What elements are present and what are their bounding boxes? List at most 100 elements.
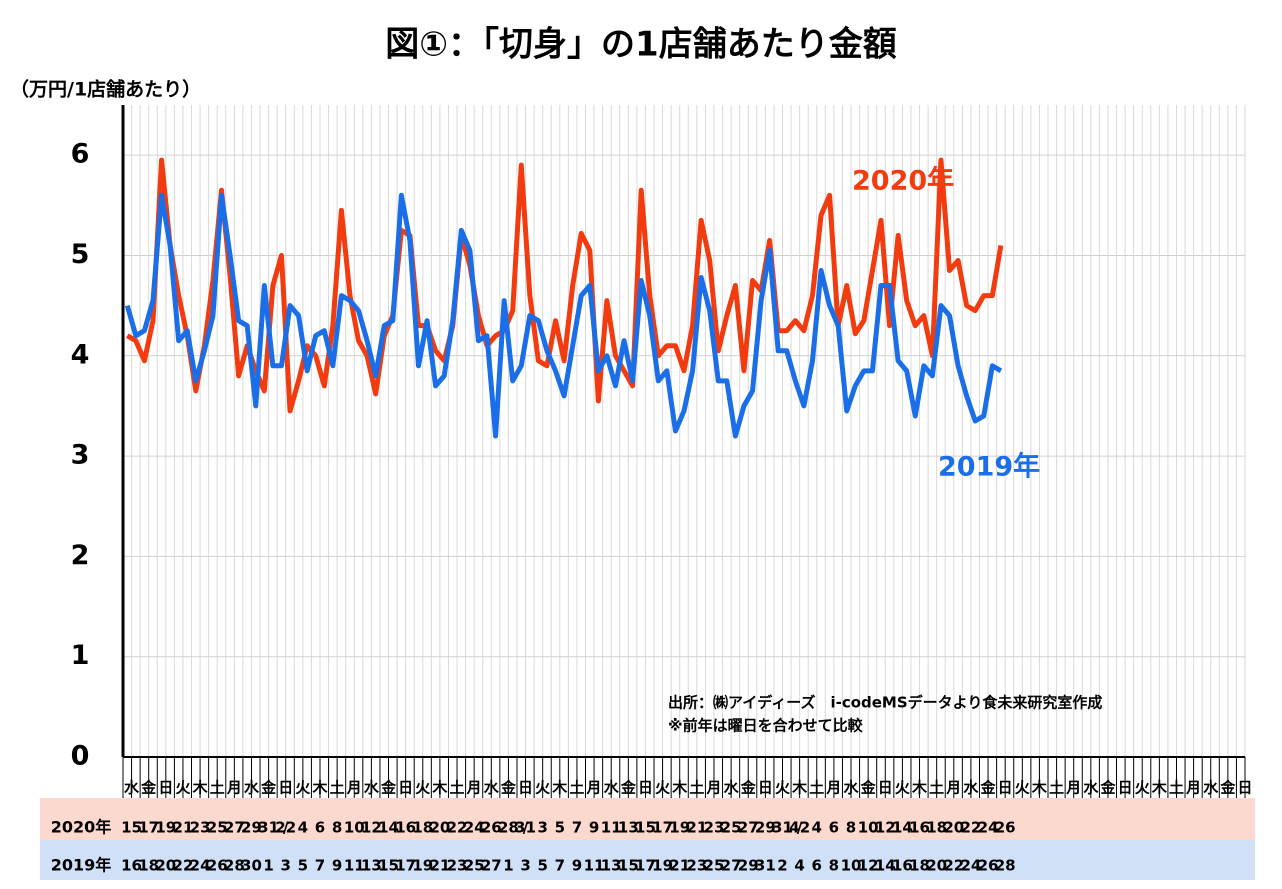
x-tick-label: 水 <box>724 779 740 797</box>
date-label: 26 <box>978 857 999 875</box>
date-label: 11 <box>344 857 365 875</box>
date-label: 13 <box>601 857 622 875</box>
date-label: 20 <box>926 857 947 875</box>
x-tick-label: 火 <box>655 779 671 797</box>
x-tick-label: 土 <box>1049 779 1064 797</box>
x-tick-label: 火 <box>415 779 431 797</box>
date-label: 1 <box>263 857 273 875</box>
date-label: 8 <box>332 819 342 837</box>
x-tick-label: 日 <box>398 779 413 797</box>
chart-title: 図①：「切身」の1店舗あたり金額 <box>385 25 896 65</box>
y-axis-label: （万円/1店舗あたり） <box>10 78 201 101</box>
x-tick-label: 日 <box>1118 779 1133 797</box>
background <box>40 105 1255 880</box>
x-tick-label: 火 <box>535 779 551 797</box>
date-label: 8 <box>846 819 856 837</box>
x-tick-label: 木 <box>671 779 688 797</box>
date-label: 20 <box>943 819 964 837</box>
date-label: 22 <box>447 819 468 837</box>
series-line <box>126 157 1004 414</box>
date-label: 19 <box>669 819 690 837</box>
date-label: 21 <box>686 819 707 837</box>
x-tick-label: 水 <box>963 779 979 797</box>
x-tick-label: 金 <box>1219 779 1236 797</box>
date-label: 7 <box>315 857 325 875</box>
date-label: 3 <box>520 857 530 875</box>
date-label: 8 <box>829 857 839 875</box>
date-label: 22 <box>943 857 964 875</box>
x-tick-label: 木 <box>311 779 328 797</box>
date-label: 18 <box>138 857 159 875</box>
date-label: 10 <box>344 819 365 837</box>
x-tick-label: 金 <box>980 779 997 797</box>
x-tick-label: 月 <box>346 779 362 797</box>
x-tick-label: 月 <box>945 779 961 797</box>
date-label: 31 <box>755 857 776 875</box>
x-tick-label: 木 <box>1031 779 1048 797</box>
date-label: 23 <box>686 857 707 875</box>
date-label: 4 <box>812 819 822 837</box>
date-label: 11 <box>584 857 605 875</box>
date-label: 19 <box>652 857 673 875</box>
date-label: 10 <box>841 857 862 875</box>
date-label: 12 <box>361 819 382 837</box>
date-label: 6 <box>829 819 839 837</box>
date-label: 7 <box>572 819 582 837</box>
x-tick-label: 金 <box>1099 779 1116 797</box>
x-tick-label: 木 <box>551 779 568 797</box>
x-tick-label: 日 <box>638 779 653 797</box>
source-note: 出所：㈱アイディーズ i-codeMSデータより食未来研究室作成 <box>668 694 1102 712</box>
x-tick-label: 水 <box>124 779 140 797</box>
date-label: 7 <box>555 857 565 875</box>
date-label: 26 <box>481 819 502 837</box>
date-label: 16 <box>395 819 416 837</box>
date-label: 3/1 <box>515 819 536 837</box>
date-label: 25 <box>704 857 725 875</box>
date-label: 5 <box>555 819 565 837</box>
date-label: 24 <box>190 857 211 875</box>
date-label: 18 <box>926 819 947 837</box>
date-label: 17 <box>652 819 673 837</box>
x-tick-label: 金 <box>500 779 517 797</box>
x-tick-label: 月 <box>825 779 841 797</box>
x-tick-label: 水 <box>1083 779 1099 797</box>
y-tick-label: 2 <box>71 540 90 571</box>
date-label: 11 <box>601 819 622 837</box>
x-tick-label: 水 <box>484 779 500 797</box>
date-label: 9 <box>572 857 582 875</box>
date-label: 16 <box>892 857 913 875</box>
x-tick-label: 水 <box>244 779 260 797</box>
series-label: 2019年 <box>938 451 1040 483</box>
series-label: 2020年 <box>852 165 954 197</box>
date-label: 10 <box>858 819 879 837</box>
x-tick-label: 水 <box>364 779 380 797</box>
date-label: 14 <box>875 857 896 875</box>
y-tick-label: 3 <box>71 440 90 471</box>
date-label: 15 <box>121 819 142 837</box>
date-label: 27 <box>481 857 502 875</box>
date-label: 2/2 <box>275 819 296 837</box>
date-label: 23 <box>704 819 725 837</box>
date-label: 4/2 <box>789 819 810 837</box>
date-label: 20 <box>155 857 176 875</box>
x-tick-label: 木 <box>911 779 928 797</box>
x-tick-label: 金 <box>740 779 757 797</box>
date-label: 23 <box>447 857 468 875</box>
x-tick-label: 土 <box>569 779 584 797</box>
date-label: 27 <box>224 819 245 837</box>
date-label: 2 <box>777 857 787 875</box>
x-tick-label: 木 <box>791 779 808 797</box>
date-label: 26 <box>995 819 1016 837</box>
date-label: 25 <box>721 819 742 837</box>
x-tick-label: 月 <box>1065 779 1081 797</box>
date-label: 21 <box>429 857 450 875</box>
x-tick-label: 土 <box>809 779 824 797</box>
date-label: 15 <box>635 819 656 837</box>
date-label: 25 <box>207 819 228 837</box>
y-tick-label: 5 <box>71 239 90 270</box>
date-label: 29 <box>755 819 776 837</box>
date-label: 22 <box>960 819 981 837</box>
x-tick-label: 月 <box>705 779 721 797</box>
x-tick-label: 日 <box>158 779 173 797</box>
x-tick-label: 土 <box>1169 779 1184 797</box>
